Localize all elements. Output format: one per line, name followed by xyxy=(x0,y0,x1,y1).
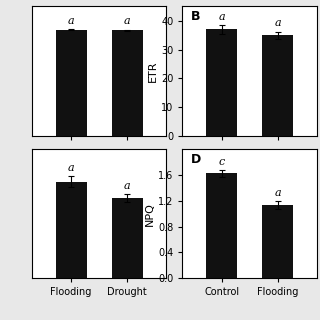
Text: B: B xyxy=(190,10,200,23)
Bar xyxy=(56,30,87,136)
Bar xyxy=(262,35,293,136)
Bar xyxy=(206,29,237,136)
Text: a: a xyxy=(124,180,131,191)
Bar xyxy=(206,173,237,278)
Bar xyxy=(112,30,142,136)
Y-axis label: NPQ: NPQ xyxy=(145,202,155,226)
Bar xyxy=(56,181,87,278)
Text: c: c xyxy=(219,157,225,167)
Text: D: D xyxy=(190,153,201,166)
Y-axis label: ETR: ETR xyxy=(148,60,158,82)
Text: a: a xyxy=(274,188,281,198)
Bar xyxy=(112,198,142,278)
Text: a: a xyxy=(68,16,75,26)
Text: a: a xyxy=(124,16,131,27)
Text: a: a xyxy=(68,163,75,173)
Text: a: a xyxy=(218,12,225,22)
Text: a: a xyxy=(274,19,281,28)
Bar xyxy=(262,205,293,278)
